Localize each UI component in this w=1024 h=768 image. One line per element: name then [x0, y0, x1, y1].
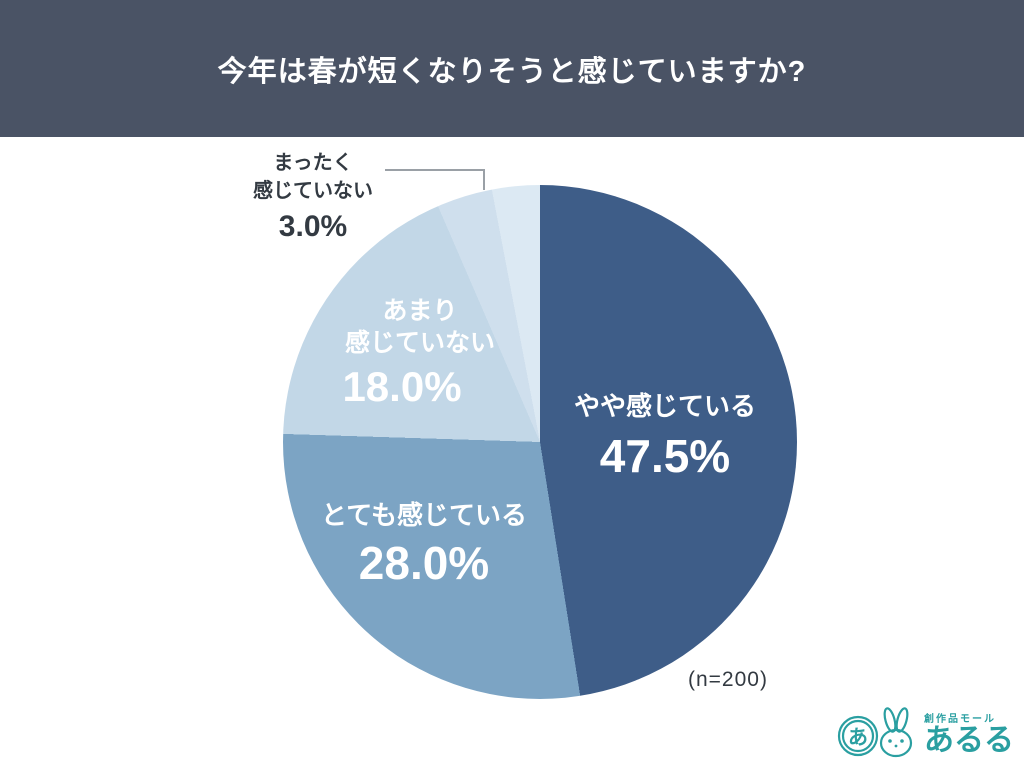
logo-brand: あるる	[924, 723, 1014, 757]
slice-value-amari: 18.0%	[342, 363, 462, 410]
slice-label-totemo: とても感じている	[321, 500, 527, 530]
slice-label-yaya: やや感じている	[573, 391, 756, 421]
leader-line-horizontal	[385, 169, 485, 171]
sample-size-note: (n=200)	[688, 668, 768, 691]
slice-label-amari-line1: あまり	[382, 297, 458, 325]
slice-label-mattaku-line1: まったく	[273, 152, 353, 174]
slice-label-mattaku-line2: 感じていない	[253, 180, 373, 202]
aruru-logo-mark: あ	[837, 707, 913, 758]
header-bar: 今年は春が短くなりそうと感じていますか?	[0, 0, 1024, 137]
pie-chart	[283, 185, 797, 699]
leader-line-vertical	[483, 169, 485, 190]
aruru-logo-text: 創作品モール あるる	[924, 710, 1014, 761]
svg-text:あ: あ	[848, 726, 868, 749]
slice-value-mattaku: 3.0%	[278, 210, 348, 243]
logo-tagline: 創作品モール	[924, 713, 996, 725]
aruru-logo: あ 創作品モール あるる	[834, 698, 1014, 760]
slice-value-yaya: 47.5%	[599, 430, 731, 482]
slice-value-totemo: 28.0%	[358, 537, 490, 589]
page-title: 今年は春が短くなりそうと感じていますか?	[217, 55, 807, 88]
slice-label-amari-line2: 感じていない	[344, 329, 495, 357]
